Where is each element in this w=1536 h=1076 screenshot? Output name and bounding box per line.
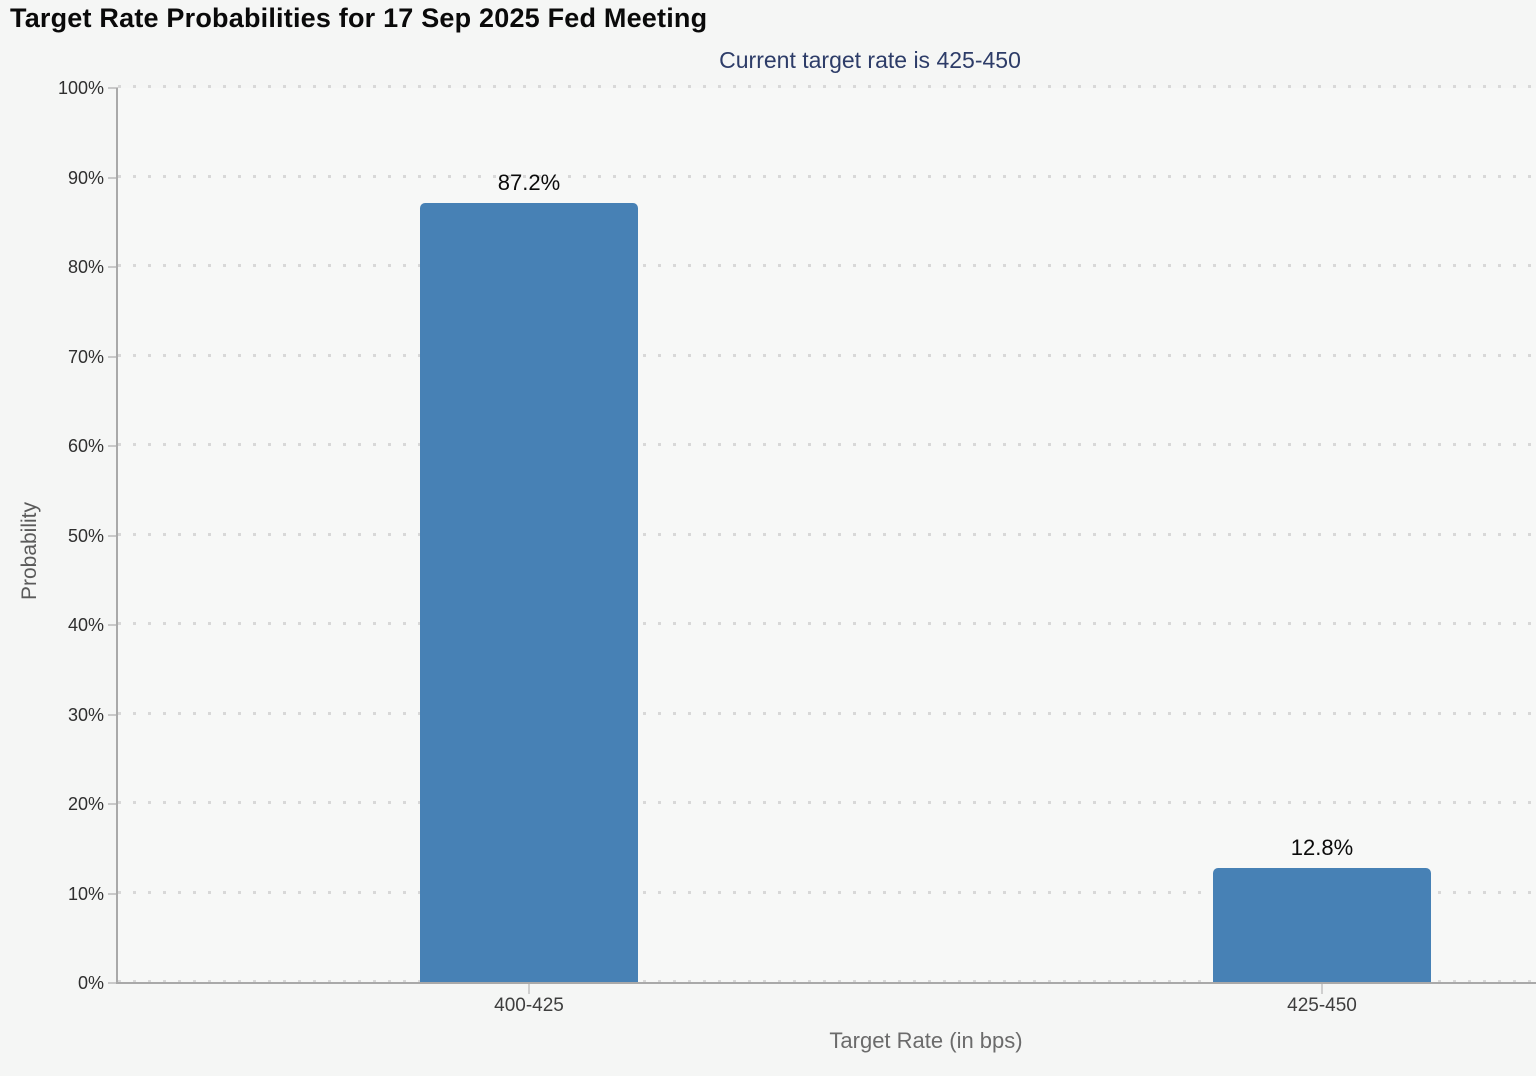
y-axis-tick-50 [108,534,118,537]
chart-title: Target Rate Probabilities for 17 Sep 202… [10,3,708,33]
y-tick-label-40: 40% [67,615,104,635]
chart-subtitle: Current target rate is 425-450 [719,47,1021,73]
y-tick-label-20: 20% [67,794,104,814]
y-axis-tick-20 [108,803,118,805]
y-tick-label-60: 60% [67,436,104,456]
bar-425-450 [1213,868,1431,983]
gridline-0 [118,980,1536,983]
gridline-80 [118,264,1536,267]
y-axis-tick-80 [108,266,118,268]
y-axis-tick-40 [108,624,118,626]
y-tick-label-30: 30% [67,704,104,725]
bar-value-label-400-425: 87.2% [497,169,561,195]
gridline-70 [118,353,1536,357]
x-axis-tick-425-450 [1321,984,1323,994]
y-axis-title: Probability [18,501,41,601]
y-axis-tick-30 [108,713,118,716]
y-axis-tick-90 [108,176,118,179]
y-axis-line [116,88,118,984]
gridline-10 [118,890,1536,894]
gridline-90 [118,174,1536,178]
gridline-60 [118,443,1536,446]
y-axis-tick-100 [108,87,118,89]
y-tick-label-70: 70% [67,346,104,367]
y-axis-tick-60 [108,445,118,447]
x-axis-title: Target Rate (in bps) [829,1028,1023,1053]
y-tick-label-10: 10% [67,883,104,904]
bar-value-label-425-450: 12.8% [1290,835,1354,861]
gridline-20 [118,801,1536,804]
bar-400-425 [420,202,638,983]
y-tick-label-50: 50% [67,525,104,546]
x-axis-line [116,982,1536,984]
y-axis-tick-10 [108,892,118,895]
gridline-30 [118,711,1536,715]
x-tick-label-425-450: 425-450 [1287,995,1357,1016]
y-tick-label-0: 0% [77,973,104,993]
x-axis-tick-400-425 [528,984,530,994]
y-tick-label-90: 90% [67,167,104,188]
y-axis-tick-70 [108,355,118,358]
gridline-50 [118,532,1536,536]
y-tick-label-80: 80% [67,257,104,277]
y-tick-label-100: 100% [57,78,104,98]
y-axis-tick-0 [108,982,118,984]
gridline-40 [118,622,1536,625]
gridline-100 [118,85,1536,88]
plot-area [118,85,1536,983]
x-tick-label-400-425: 400-425 [494,995,564,1016]
